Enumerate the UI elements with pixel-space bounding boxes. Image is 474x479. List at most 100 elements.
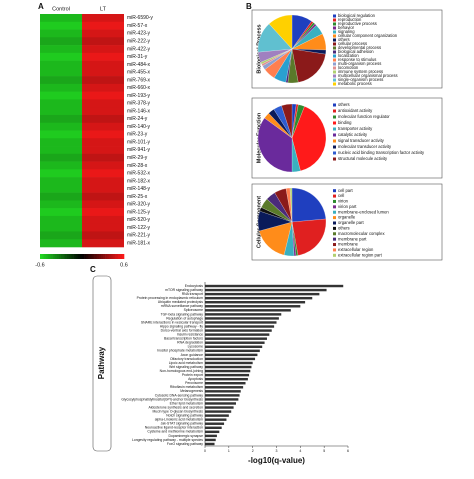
- bar: [205, 410, 232, 413]
- colorbar-step: [98, 254, 102, 259]
- legend-swatch: [333, 46, 336, 50]
- colorbar-step: [46, 254, 49, 259]
- heatmap-cell: [82, 138, 124, 147]
- heatmap-cell: [40, 239, 82, 248]
- legend-swatch: [333, 199, 336, 203]
- legend-label: reproduction: [338, 17, 362, 22]
- colorbar-step: [92, 254, 95, 259]
- colorbar-step: [77, 254, 81, 259]
- y-tick-label: Olfactory transduction: [170, 357, 203, 361]
- bar: [205, 313, 282, 316]
- heatmap-cell: [40, 153, 82, 162]
- legend-label: localization: [338, 53, 359, 58]
- bar: [205, 288, 327, 292]
- heatmap-cell: [82, 37, 124, 46]
- heatmap-cell: [82, 83, 124, 92]
- y-tick-label: Aldosterone synthesis and secretion: [149, 405, 204, 409]
- y-tick-label: alpha-Linolenic acid metabolism: [155, 418, 203, 422]
- heatmap-cell: [40, 107, 82, 116]
- colorbar-step: [117, 254, 121, 259]
- bar: [205, 434, 217, 438]
- heatmap-cell: [82, 76, 124, 85]
- colorbar-step: [88, 254, 91, 259]
- y-tick-label: Spliceosome: [184, 308, 204, 312]
- colorbar-step: [67, 254, 70, 259]
- legend-label: virion: [338, 199, 349, 204]
- legend-label: extracellular region: [338, 247, 374, 252]
- bar: [205, 394, 240, 397]
- heatmap-cell: [40, 37, 82, 46]
- row-label: miR-125-y: [127, 209, 151, 215]
- column-label: LT: [100, 6, 107, 12]
- x-tick-label: 1: [228, 449, 230, 453]
- bar: [205, 349, 260, 353]
- y-tick-label: mRNA surveillance pathway: [161, 304, 204, 308]
- y-tick-label: Jak-STAT signaling pathway: [161, 422, 204, 426]
- legend-swatch: [333, 189, 336, 193]
- heatmap-cell: [82, 208, 124, 217]
- heatmap-cell: [40, 161, 82, 170]
- heatmap-cell: [82, 200, 124, 209]
- legend-swatch: [333, 54, 336, 58]
- colorbar-step: [73, 254, 76, 259]
- legend-swatch: [333, 157, 336, 161]
- y-tick-label: Lysosome: [188, 345, 203, 349]
- row-label: miR-660-x: [127, 85, 151, 91]
- legend-swatch: [333, 221, 336, 225]
- bar: [205, 414, 229, 417]
- y-tick-label: Regulation of autophagy: [166, 316, 203, 320]
- colorbar-step: [113, 254, 116, 259]
- heatmap-cell: [82, 21, 124, 30]
- row-label: miR-29-y: [127, 155, 148, 161]
- legend-swatch: [333, 74, 336, 78]
- y-tick-label: Endocytosis: [185, 284, 204, 288]
- legend-swatch: [333, 194, 336, 198]
- bar: [205, 345, 263, 348]
- bar: [205, 357, 256, 361]
- colorbar-step: [44, 254, 47, 259]
- y-axis-title: Pathway: [97, 346, 106, 379]
- row-label: miR-24-y: [127, 116, 148, 122]
- legend-label: immune system process: [338, 69, 383, 74]
- y-label-box: [92, 275, 112, 452]
- legend-label: macromolecular complex: [338, 231, 385, 236]
- heatmap-cell: [40, 146, 82, 155]
- row-label: miR-31-y: [127, 54, 148, 60]
- heatmap-cell: [40, 200, 82, 209]
- heatmap-cell: [40, 208, 82, 217]
- row-label: miR-455-x: [127, 70, 151, 76]
- x-tick-label: 2: [252, 449, 254, 453]
- colorbar-step: [50, 254, 53, 259]
- heatmap-cell: [82, 146, 124, 155]
- pie-slice: [291, 187, 326, 223]
- y-tick-label: Notch signaling pathway: [166, 414, 203, 418]
- legend-label: response to stimulus: [338, 57, 376, 62]
- row-label: miR-422-y: [127, 46, 151, 52]
- legend-swatch: [333, 82, 336, 86]
- legend-label: organelle part: [338, 220, 364, 225]
- bar: [205, 292, 320, 296]
- legend-swatch: [333, 38, 336, 42]
- heatmap-cell: [40, 91, 82, 100]
- panel-letter: B: [246, 2, 252, 11]
- legend-label: membrane part: [338, 236, 367, 241]
- colorbar-step: [90, 254, 93, 259]
- row-label: miR-193-y: [127, 93, 151, 99]
- bar: [205, 305, 301, 308]
- heatmap-cell: [82, 231, 124, 240]
- row-label: miR-101-y: [127, 139, 151, 145]
- legend-label: transporter activity: [338, 126, 373, 131]
- colorbar-step: [69, 254, 72, 259]
- legend-label: biological adhesion: [338, 49, 374, 54]
- pie-slice: [291, 48, 326, 83]
- x-tick-label: 3: [276, 449, 278, 453]
- legend-label: multicellular organismal process: [338, 73, 398, 78]
- pie-slice: [291, 218, 327, 256]
- bar: [205, 406, 234, 409]
- x-tick-label: 6: [347, 449, 349, 453]
- y-tick-label: Ether lipid metabolism: [170, 401, 204, 405]
- legend-swatch: [333, 237, 336, 241]
- row-label: miR-222-y: [127, 39, 151, 45]
- legend-label: multi-organism process: [338, 61, 381, 66]
- bar: [205, 325, 275, 328]
